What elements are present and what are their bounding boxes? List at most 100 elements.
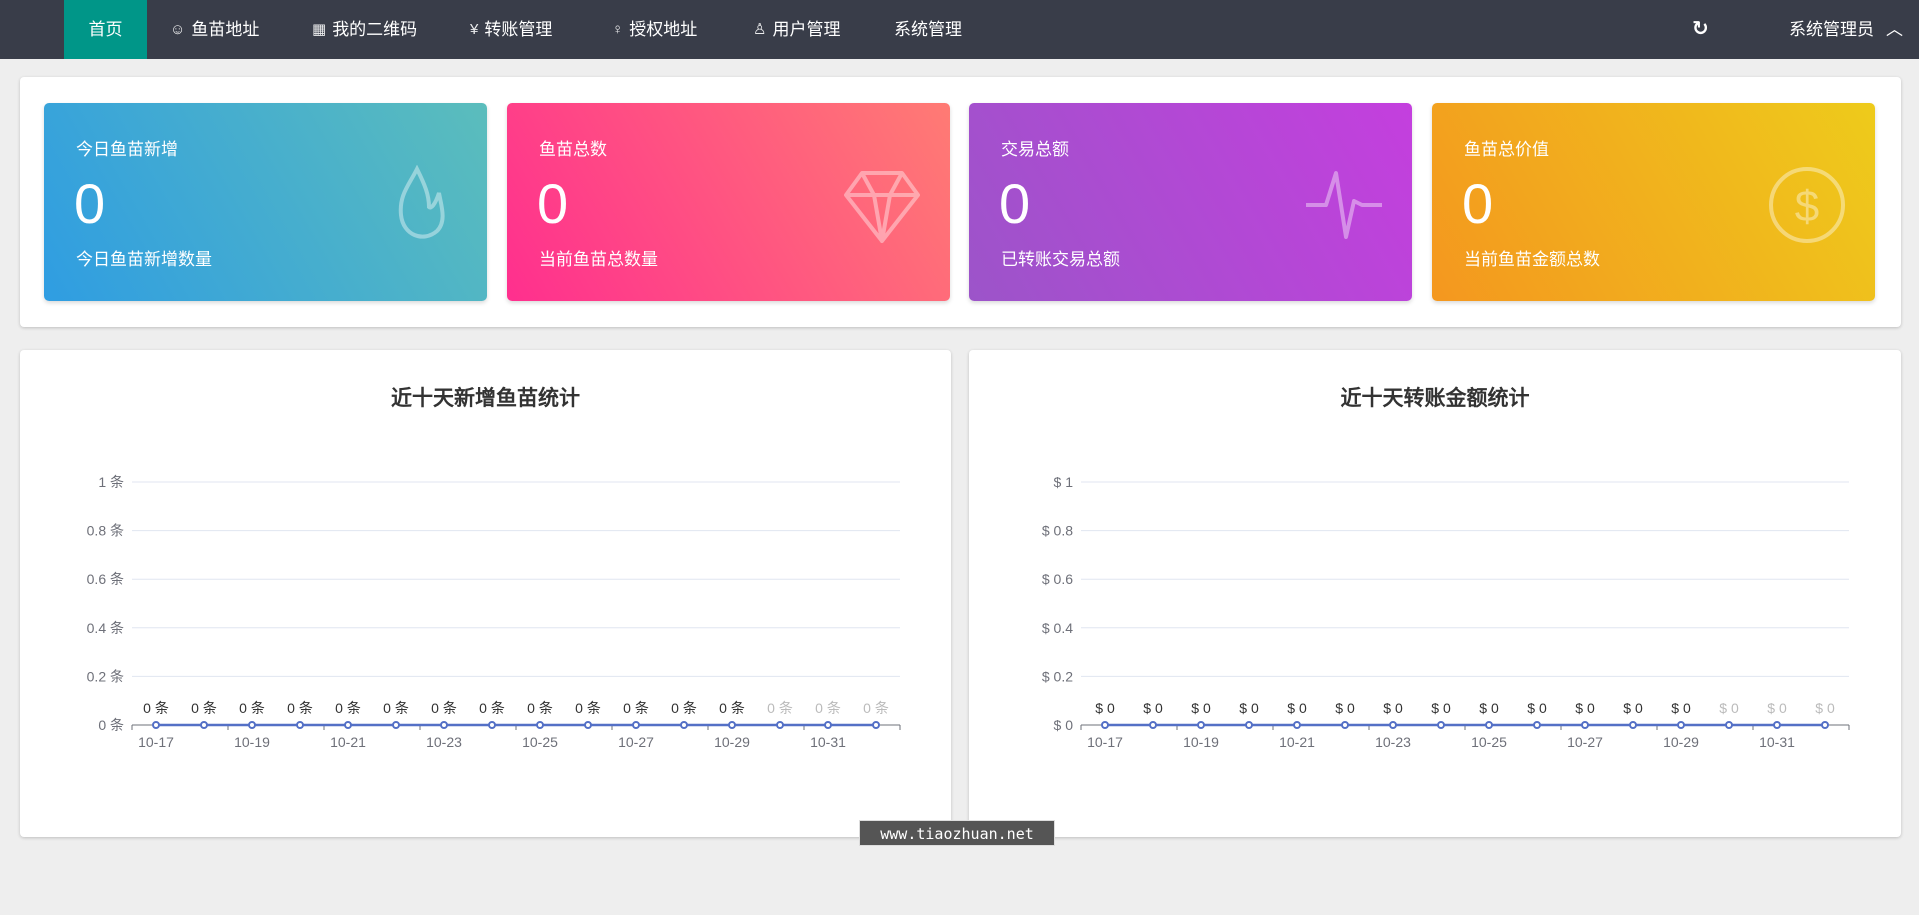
data-label: 0 条 [383,700,409,716]
data-label: $ 0 [1191,700,1211,716]
chart-panel-transfer: 近十天转账金额统计 $ 0 $ 0.2 $ 0.4 $ 0.6 $ 0.8 $ 1 10-1… [969,350,1901,837]
data-label: 0 条 [143,700,169,716]
data-label: $ 0 [1815,700,1835,716]
data-label: $ 0 [1671,700,1691,716]
data-point [1773,721,1781,729]
chevron-up-icon: ︿ [1886,20,1903,39]
card-trade-total: 交易总额 0 已转账交易总额 [969,103,1412,301]
data-label: 0 条 [863,700,889,716]
diamond-icon [844,171,920,243]
data-point [1437,721,1445,729]
nav-item-fish-address[interactable]: ☺ 鱼苗地址 [170,0,259,59]
nav-item-users[interactable]: ♙ 用户管理 [753,0,840,59]
face-smile-icon: ☺ [170,21,186,38]
data-label: 0 条 [431,700,457,716]
key-icon: ♀ [612,21,624,38]
x-tick-label: 10-31 [810,734,846,750]
data-label: $ 0 [1095,700,1115,716]
x-tick-label: 10-29 [1663,734,1699,750]
y-tick-label: $ 0.4 [1042,620,1073,636]
user-menu[interactable]: 系统管理员 ︿ [1789,0,1903,59]
chart-title: 近十天新增鱼苗统计 [391,387,580,410]
data-point [1677,721,1685,729]
data-label: $ 0 [1431,700,1451,716]
data-point [776,721,784,729]
y-tick-label: $ 0.8 [1042,523,1073,539]
nav-item-auth-address[interactable]: ♀ 授权地址 [612,0,697,59]
chart-title: 近十天转账金额统计 [1340,387,1530,410]
data-label: $ 0 [1719,700,1739,716]
data-label: 0 条 [575,700,601,716]
data-point [1725,721,1733,729]
y-tick-label: $ 0.6 [1042,571,1073,587]
y-tick-label: 0.6 条 [87,571,124,587]
data-point [440,721,448,729]
data-label: $ 0 [1623,700,1643,716]
data-point [536,721,544,729]
nav-item-home[interactable]: 首页 [64,0,147,59]
yen-icon: ¥ [470,21,479,38]
data-point [248,721,256,729]
x-tick-label: 10-21 [1279,734,1315,750]
data-point [1293,721,1301,729]
data-label: $ 0 [1527,700,1547,716]
data-label: 0 条 [527,700,553,716]
data-point [1197,721,1205,729]
x-tick-label: 10-23 [1375,734,1411,750]
data-label: $ 0 [1767,700,1787,716]
nav-item-transfer[interactable]: ¥ 转账管理 [470,0,552,59]
pulse-icon [1306,171,1382,239]
nav-item-system[interactable]: 系统管理 [894,20,962,39]
svg-text:$: $ [1795,182,1819,231]
qrcode-icon: ▦ [312,21,327,38]
watermark: www.tiaozhuan.net [859,820,1055,846]
y-tick-label: $ 0.2 [1042,668,1073,684]
data-label: $ 0 [1287,700,1307,716]
data-label: $ 0 [1575,700,1595,716]
line-chart-new-fish: 0 条 0.2 条 0.4 条 0.6 条 0.8 条 1 条 10-17 10-19 10-2… [87,474,901,750]
top-nav: 首页 ☺ 鱼苗地址 ▦ 我的二维码 ¥ 转账管理 ♀ 授权地址 ♙ 用户管理 系统管理 ↻… [0,0,1919,59]
fire-icon [398,165,445,239]
x-tick-label: 10-29 [714,734,750,750]
data-label: 0 条 [767,700,793,716]
data-label: 0 条 [479,700,505,716]
card-fish-total: 鱼苗总数 0 当前鱼苗总数量 [507,103,950,301]
x-tick-label: 10-31 [1759,734,1795,750]
data-point [632,721,640,729]
data-point [1629,721,1637,729]
x-tick-label: 10-17 [138,734,174,750]
y-tick-label: 0.2 条 [87,668,124,684]
y-tick-label: 0 条 [98,717,124,733]
chart-panel-new-fish: 近十天新增鱼苗统计 0 条 0.2 条 0.4 条 0.6 条 0.8 条 1 条 10-1… [20,350,951,837]
data-point [1581,721,1589,729]
y-tick-label: 0.4 条 [87,620,124,636]
data-point [824,721,832,729]
data-label: 0 条 [239,700,265,716]
user-icon: ♙ [753,21,767,38]
data-label: $ 0 [1335,700,1355,716]
y-tick-label: $ 1 [1054,474,1074,490]
x-tick-label: 10-17 [1087,734,1123,750]
data-label: 0 条 [287,700,313,716]
data-point [1533,721,1541,729]
data-point [1389,721,1397,729]
y-tick-label: 1 条 [98,474,124,490]
x-tick-label: 10-27 [618,734,654,750]
data-point [1341,721,1349,729]
nav-item-qrcode[interactable]: ▦ 我的二维码 [312,0,417,59]
data-point [296,721,304,729]
data-point [1485,721,1493,729]
data-point [344,721,352,729]
x-tick-label: 10-21 [330,734,366,750]
card-fish-value: 鱼苗总价值 0 当前鱼苗金额总数 $ [1432,103,1875,301]
refresh-icon[interactable]: ↻ [1692,18,1709,40]
line-chart-transfer: $ 0 $ 0.2 $ 0.4 $ 0.6 $ 0.8 $ 1 10-17 10-19 10-2… [1042,474,1850,750]
x-tick-label: 10-25 [522,734,558,750]
data-point [584,721,592,729]
data-label: 0 条 [815,700,841,716]
dollar-icon: $ [1769,167,1845,243]
x-tick-label: 10-25 [1471,734,1507,750]
data-point [488,721,496,729]
x-tick-label: 10-23 [426,734,462,750]
data-label: 0 条 [671,700,697,716]
